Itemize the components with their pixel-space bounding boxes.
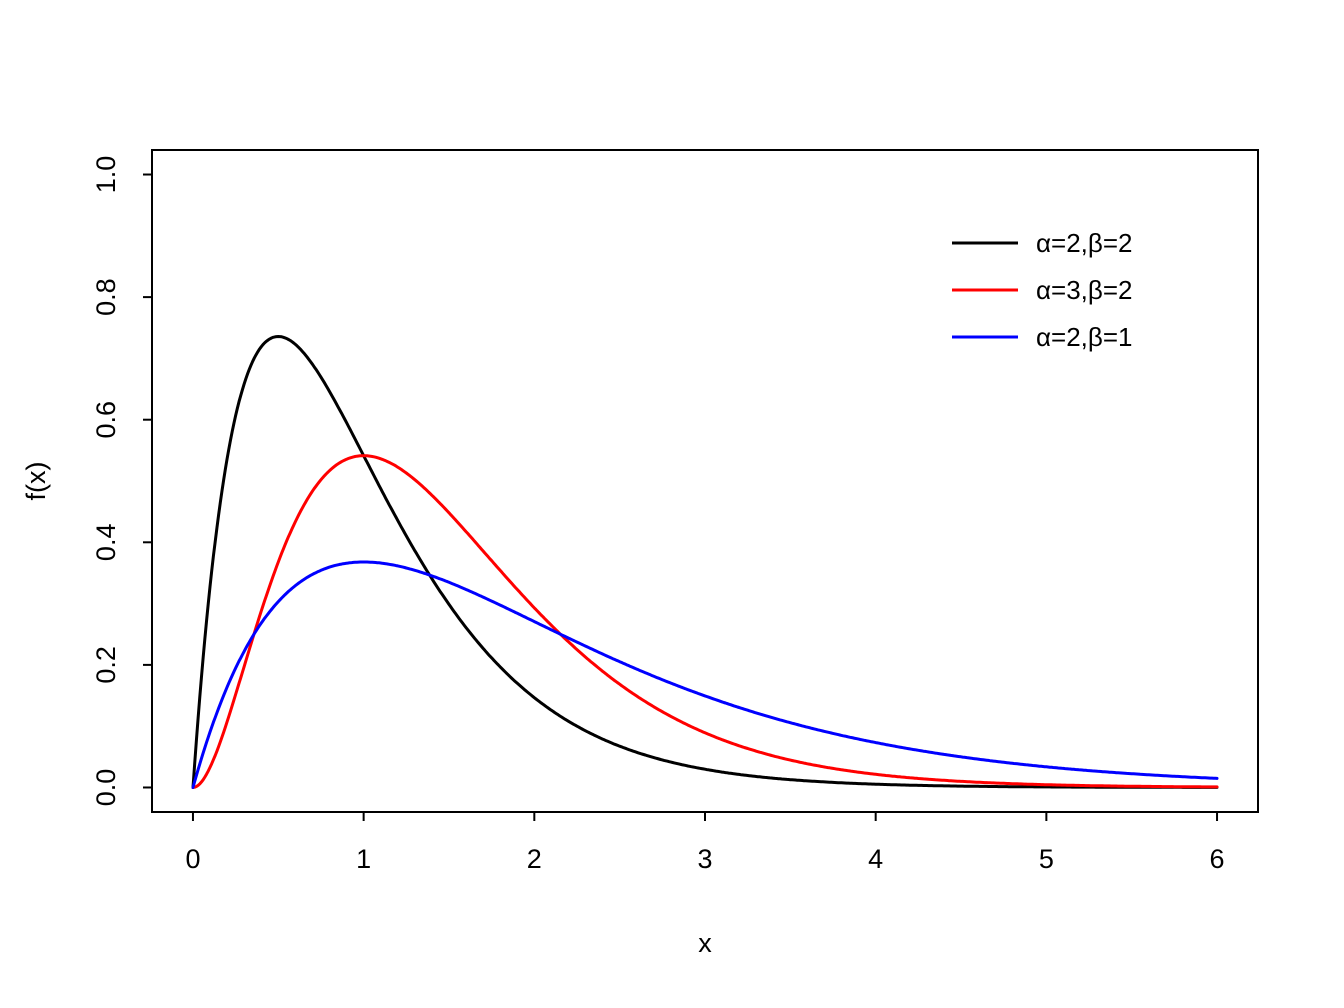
y-tick-label: 0.2 — [91, 646, 121, 684]
series-line-1 — [191, 454, 1219, 789]
x-tick-label: 6 — [1210, 844, 1225, 874]
x-axis-label: x — [698, 928, 712, 958]
y-tick-label: 1.0 — [91, 156, 121, 194]
x-tick-label: 2 — [527, 844, 542, 874]
x-tick-label: 0 — [185, 844, 200, 874]
x-tick-label: 1 — [356, 844, 371, 874]
legend-label-1: α=3,β=2 — [1036, 275, 1133, 305]
legend-label-0: α=2,β=2 — [1036, 228, 1133, 258]
legend-label-2: α=2,β=1 — [1036, 322, 1133, 352]
y-tick-label: 0.6 — [91, 401, 121, 439]
series-line-2 — [191, 560, 1219, 789]
y-tick-label: 0.0 — [91, 769, 121, 807]
y-axis-label: f(x) — [21, 462, 51, 501]
x-tick-label: 5 — [1039, 844, 1054, 874]
x-tick-label: 3 — [697, 844, 712, 874]
y-tick-label: 0.8 — [91, 278, 121, 316]
x-tick-label: 4 — [868, 844, 883, 874]
y-tick-label: 0.4 — [91, 524, 121, 562]
